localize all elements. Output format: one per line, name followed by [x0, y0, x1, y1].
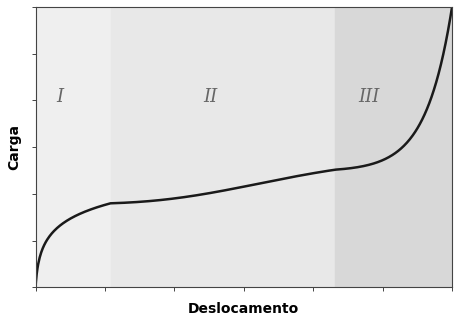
X-axis label: Deslocamento: Deslocamento [188, 302, 299, 316]
Bar [35, 7, 111, 287]
Bar [336, 7, 452, 287]
Bar [111, 7, 336, 287]
Y-axis label: Carga: Carga [7, 124, 21, 170]
Text: III: III [358, 88, 380, 106]
Text: II: II [203, 88, 218, 106]
Text: I: I [56, 88, 63, 106]
